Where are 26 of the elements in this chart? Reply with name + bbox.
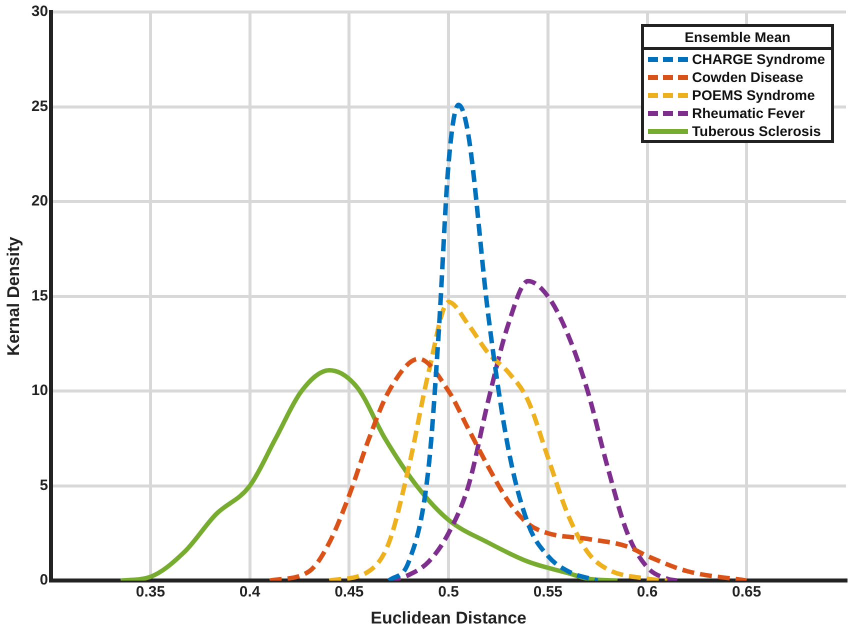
x-tick-label: 0.65 xyxy=(732,584,762,601)
x-axis-title: Euclidean Distance xyxy=(370,608,526,628)
y-tick-label: 10 xyxy=(31,382,48,400)
line-series xyxy=(267,356,749,581)
x-tick-label: 0.6 xyxy=(636,584,658,601)
y-tick-label: 5 xyxy=(40,476,48,494)
legend-label: Cowden Disease xyxy=(692,69,804,85)
y-tick-label: 15 xyxy=(31,287,48,304)
y-tick-label: 25 xyxy=(31,98,48,115)
x-tick-label: 0.45 xyxy=(334,584,364,601)
legend-label: CHARGE Syndrome xyxy=(692,51,826,67)
x-tick-label: 0.55 xyxy=(533,584,563,601)
legend-title: Ensemble Mean xyxy=(644,27,832,50)
legend-label: POEMS Syndrome xyxy=(692,87,815,103)
x-tick-label: 0.4 xyxy=(239,584,261,601)
x-tick-label: 0.5 xyxy=(438,584,459,601)
y-tick-label: 30 xyxy=(31,3,48,20)
y-axis-title: Kernal Density xyxy=(4,236,23,356)
legend-label: Tuberous Sclerosis xyxy=(692,123,821,139)
legend-label: Rheumatic Fever xyxy=(692,105,805,121)
y-tick-label: 20 xyxy=(31,192,48,210)
line-series xyxy=(386,102,600,581)
x-tick-label: 0.35 xyxy=(136,584,166,601)
line-series xyxy=(327,300,670,581)
line-series xyxy=(118,368,620,581)
y-tick-label: 0 xyxy=(40,572,48,589)
